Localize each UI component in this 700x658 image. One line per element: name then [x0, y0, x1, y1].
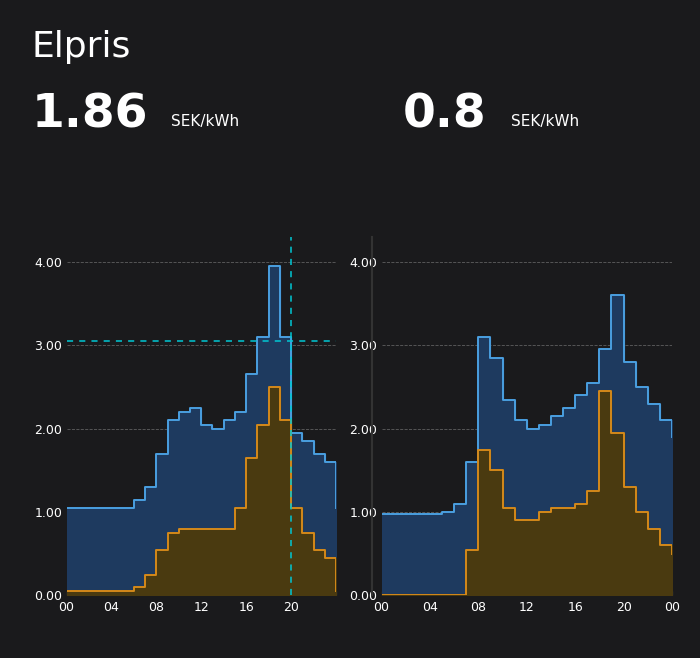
Text: SEK/kWh: SEK/kWh	[511, 114, 579, 129]
Text: Elpris: Elpris	[32, 30, 131, 64]
Text: 0.8: 0.8	[402, 93, 486, 138]
Text: 1.86: 1.86	[32, 93, 148, 138]
Text: SEK/kWh: SEK/kWh	[172, 114, 239, 129]
